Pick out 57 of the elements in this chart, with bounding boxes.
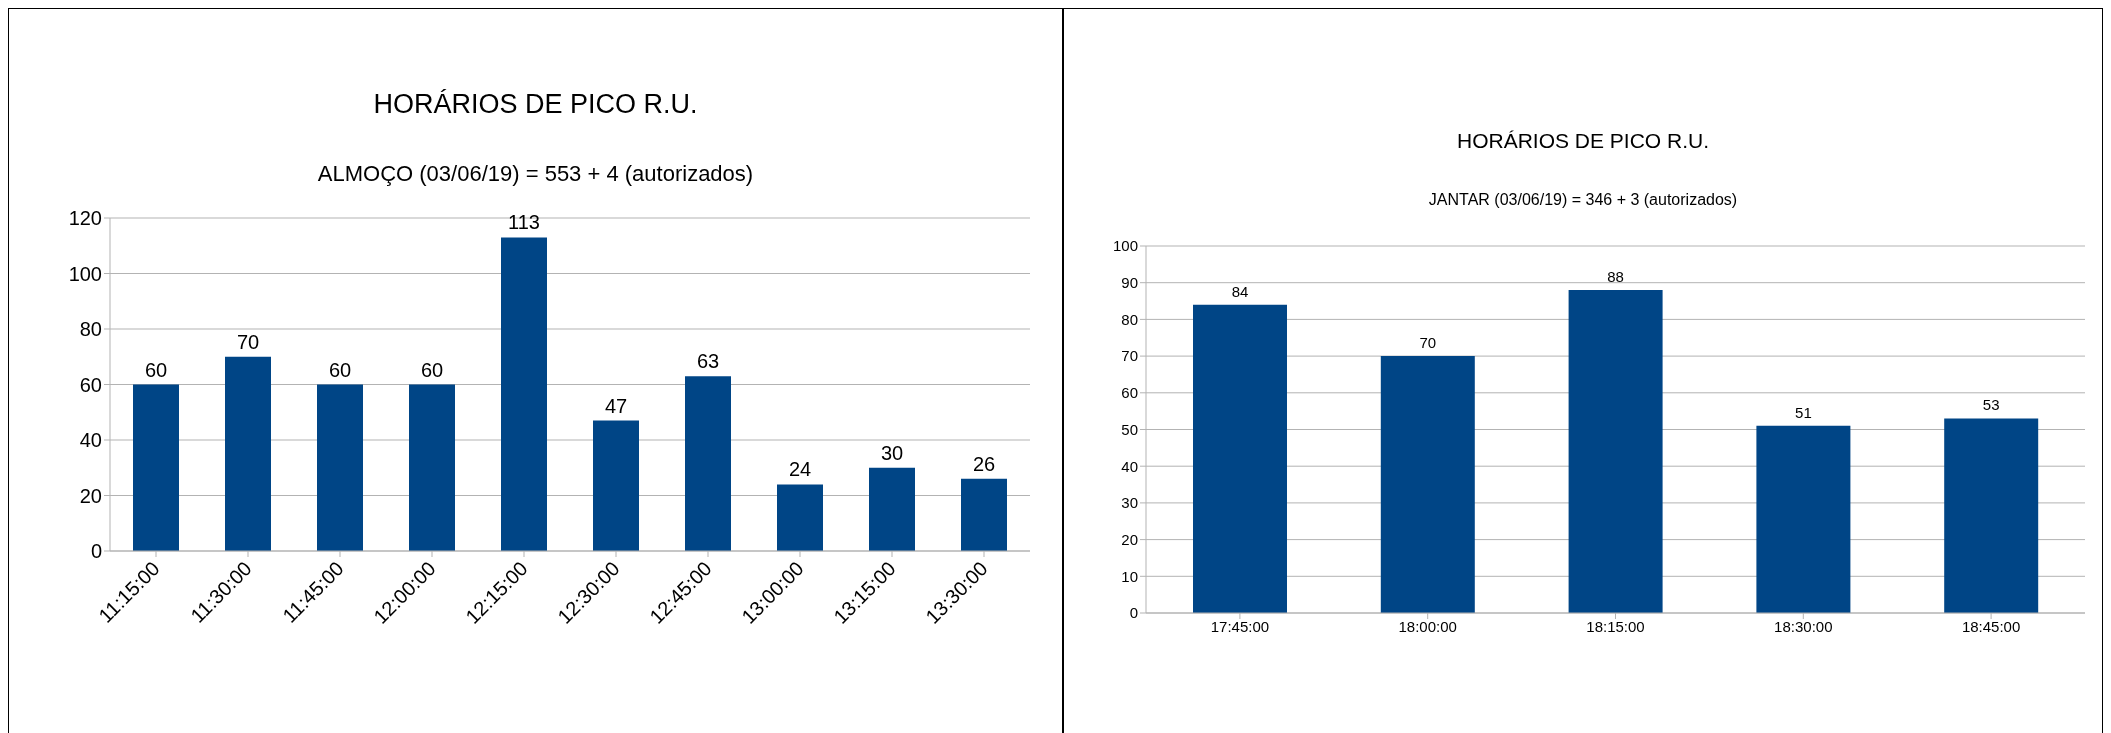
bar: [1193, 304, 1287, 613]
data-label: 24: [788, 458, 812, 481]
data-label: 30: [880, 441, 904, 464]
y-tick-label: 10: [1121, 567, 1138, 585]
y-tick-label: 60: [1121, 384, 1138, 402]
bar: [225, 356, 271, 551]
bar: [685, 376, 731, 551]
bar: [593, 420, 639, 551]
data-label: 47: [604, 394, 628, 417]
bar: [501, 237, 547, 551]
data-label: 70: [236, 330, 260, 353]
y-tick-label: 40: [1121, 457, 1138, 475]
y-tick-label: 60: [79, 373, 102, 396]
data-label: 51: [1795, 403, 1812, 421]
bar: [1380, 356, 1475, 613]
y-tick-label: 100: [68, 262, 102, 285]
bar: [317, 384, 363, 551]
x-tick-label: 18:30:00: [1774, 617, 1833, 635]
data-label: 60: [144, 358, 168, 381]
chart-title: HORÁRIOS DE PICO R.U.: [372, 89, 699, 120]
y-tick-label: 30: [1121, 494, 1138, 512]
bar: [777, 484, 823, 551]
y-tick-label: 80: [79, 318, 102, 341]
data-label: 84: [1231, 282, 1249, 300]
x-tick-label: 18:15:00: [1586, 617, 1645, 635]
x-tick-label: 18:00:00: [1398, 617, 1457, 635]
bar: [133, 384, 179, 551]
data-label: 63: [696, 350, 720, 373]
y-tick-label: 90: [1121, 274, 1138, 292]
y-tick-label: 70: [1121, 347, 1138, 365]
y-tick-label: 50: [1121, 420, 1138, 438]
data-label: 26: [972, 452, 996, 475]
bar: [1756, 425, 1851, 613]
bar: [961, 478, 1007, 551]
data-label: 70: [1419, 334, 1437, 352]
data-label: 60: [328, 358, 352, 381]
bar: [1944, 418, 2039, 613]
y-tick-label: 40: [79, 429, 102, 452]
data-label: 88: [1607, 268, 1624, 286]
chart-title: HORÁRIOS DE PICO R.U.: [1456, 129, 1710, 153]
data-label: 113: [508, 211, 540, 234]
bar: [1568, 290, 1663, 613]
y-tick-label: 20: [1121, 530, 1138, 548]
bar: [409, 384, 455, 551]
y-tick-label: 80: [1121, 310, 1138, 328]
x-tick-label: 17:45:00: [1210, 617, 1270, 635]
chart-subtitle: ALMOÇO (03/06/19) = 553 + 4 (autorizados): [316, 161, 755, 187]
x-tick-label: 18:45:00: [1961, 617, 2021, 635]
data-label: 60: [420, 358, 444, 381]
y-tick-label: 120: [68, 207, 102, 230]
y-tick-label: 100: [1112, 237, 1138, 255]
y-tick-label: 0: [90, 540, 102, 563]
bar: [869, 467, 915, 551]
y-tick-label: 20: [79, 484, 102, 507]
data-label: 53: [1982, 396, 2000, 414]
y-tick-label: 0: [1129, 604, 1138, 622]
chart-subtitle: JANTAR (03/06/19) = 346 + 3 (autorizados): [1427, 191, 1739, 209]
